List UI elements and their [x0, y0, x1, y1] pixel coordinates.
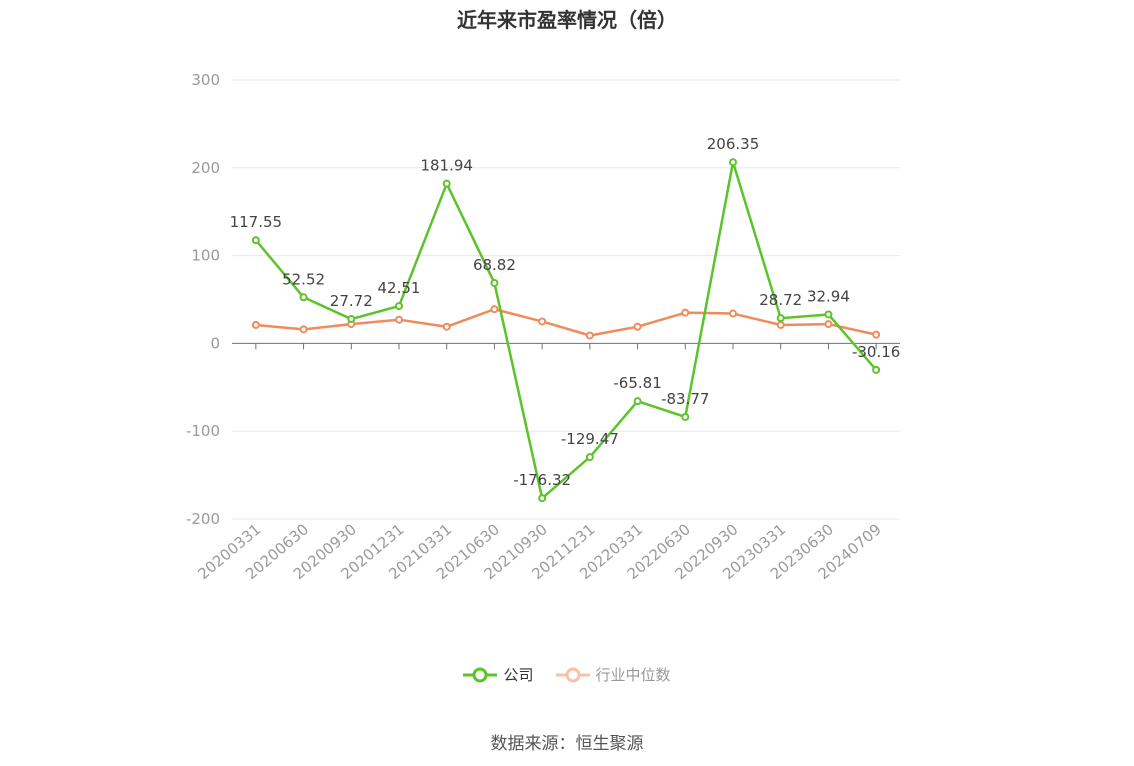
y-tick-label: 100: [191, 247, 220, 265]
data-label: 68.82: [473, 256, 516, 274]
data-point-company: [347, 315, 356, 324]
data-point-industry: [729, 309, 737, 318]
data-label: 117.55: [230, 213, 283, 231]
data-point-company: [299, 293, 308, 302]
y-tick-label: 0: [210, 334, 220, 352]
data-point-industry: [633, 322, 642, 331]
chart-title: 近年来市盈率情况（倍）: [457, 8, 677, 32]
data-point-industry: [299, 325, 308, 334]
data-point-industry: [776, 320, 785, 329]
y-tick-label: 300: [191, 71, 220, 89]
data-point-industry: [538, 317, 547, 326]
data-label: -65.81: [613, 374, 661, 392]
legend-line-icon: [463, 667, 498, 682]
legend-label-industry: 行业中位数: [595, 666, 671, 684]
legend-item-company[interactable]: 公司: [463, 664, 534, 685]
data-label: -176.32: [513, 471, 571, 489]
data-point-company: [681, 412, 690, 421]
y-tick-label: 200: [191, 159, 220, 177]
data-label: 27.72: [330, 292, 373, 310]
y-tick-label: -100: [186, 422, 220, 440]
data-point-industry: [872, 330, 881, 339]
data-label: 181.94: [420, 157, 473, 175]
data-point-company: [824, 310, 833, 319]
legend-label-company: 公司: [503, 666, 534, 684]
data-label: -83.77: [661, 390, 709, 408]
data-point-company: [251, 236, 260, 245]
data-point-company: [538, 494, 547, 503]
legend-item-industry[interactable]: 行业中位数: [555, 664, 671, 685]
x-axis: 2020033120200630202009302020123120210331…: [194, 342, 900, 583]
data-point-company: [633, 397, 642, 406]
data-label: 206.35: [707, 135, 760, 153]
data-point-company: [490, 278, 499, 287]
data-point-company: [729, 158, 737, 167]
line-chart: 300 200 100 0 -100 -200 202003312020063020200…: [186, 71, 901, 583]
data-label: 52.52: [282, 270, 325, 288]
data-label: -129.47: [561, 430, 619, 448]
data-label: 32.94: [807, 287, 850, 305]
legend: 公司 行业中位数: [0, 664, 1134, 685]
data-point-industry: [585, 331, 594, 340]
data-point-industry: [442, 322, 451, 331]
data-point-industry: [681, 308, 690, 317]
data-labels: 117.55 52.52 27.72 42.51 181.94 68.82 -176.32 -…: [230, 135, 901, 489]
data-point-company: [776, 314, 785, 323]
data-point-industry: [251, 320, 260, 329]
data-point-company: [585, 453, 594, 462]
series-line-industry: [255, 307, 877, 337]
data-point-industry: [490, 305, 499, 314]
data-label: 42.51: [378, 279, 421, 297]
legend-line-icon: [555, 667, 590, 682]
data-point-company: [442, 179, 451, 188]
data-label: 28.72: [759, 291, 802, 309]
data-source: 数据来源：恒生聚源: [490, 734, 644, 754]
series-line-company: [254, 160, 878, 500]
data-label: -30.16: [852, 343, 900, 361]
data-point-company: [395, 302, 403, 311]
grid-lines: [232, 79, 900, 520]
data-point-industry: [824, 320, 833, 329]
y-axis: 300 200 100 0 -100 -200: [186, 71, 220, 528]
series-group: [251, 158, 881, 503]
data-point-company: [872, 365, 881, 374]
data-point-industry: [395, 315, 403, 324]
y-tick-label: -200: [186, 510, 220, 528]
